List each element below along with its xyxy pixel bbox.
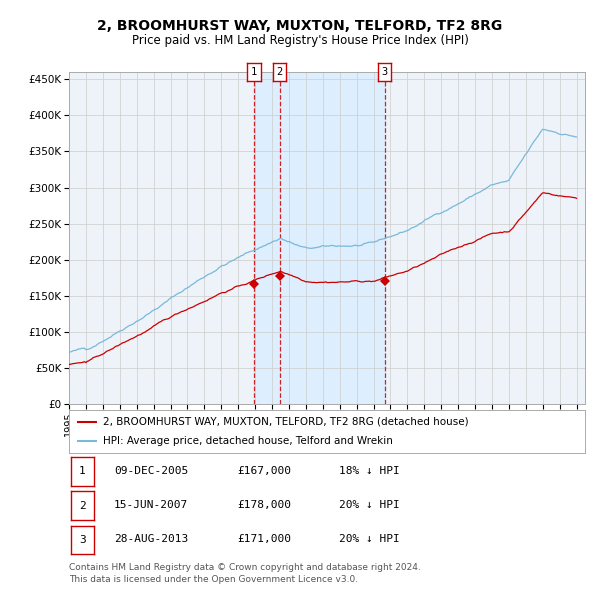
Text: 09-DEC-2005: 09-DEC-2005 <box>114 466 188 476</box>
Text: Price paid vs. HM Land Registry's House Price Index (HPI): Price paid vs. HM Land Registry's House … <box>131 34 469 47</box>
Text: 20% ↓ HPI: 20% ↓ HPI <box>339 500 400 510</box>
Text: 15-JUN-2007: 15-JUN-2007 <box>114 500 188 510</box>
Bar <box>280 72 385 404</box>
Text: 1: 1 <box>79 467 86 476</box>
Text: 20% ↓ HPI: 20% ↓ HPI <box>339 535 400 544</box>
Text: £178,000: £178,000 <box>237 500 291 510</box>
Text: 1: 1 <box>251 67 257 77</box>
Text: 2, BROOMHURST WAY, MUXTON, TELFORD, TF2 8RG (detached house): 2, BROOMHURST WAY, MUXTON, TELFORD, TF2 … <box>103 417 468 427</box>
Text: £171,000: £171,000 <box>237 535 291 544</box>
Text: 18% ↓ HPI: 18% ↓ HPI <box>339 466 400 476</box>
Text: £167,000: £167,000 <box>237 466 291 476</box>
Text: This data is licensed under the Open Government Licence v3.0.: This data is licensed under the Open Gov… <box>69 575 358 584</box>
Text: 3: 3 <box>79 535 86 545</box>
Text: 28-AUG-2013: 28-AUG-2013 <box>114 535 188 544</box>
Text: 2: 2 <box>277 67 283 77</box>
Text: 3: 3 <box>382 67 388 77</box>
Bar <box>254 72 280 404</box>
Text: Contains HM Land Registry data © Crown copyright and database right 2024.: Contains HM Land Registry data © Crown c… <box>69 563 421 572</box>
Text: 2: 2 <box>79 501 86 510</box>
Text: HPI: Average price, detached house, Telford and Wrekin: HPI: Average price, detached house, Telf… <box>103 436 392 446</box>
Text: 2, BROOMHURST WAY, MUXTON, TELFORD, TF2 8RG: 2, BROOMHURST WAY, MUXTON, TELFORD, TF2 … <box>97 19 503 34</box>
